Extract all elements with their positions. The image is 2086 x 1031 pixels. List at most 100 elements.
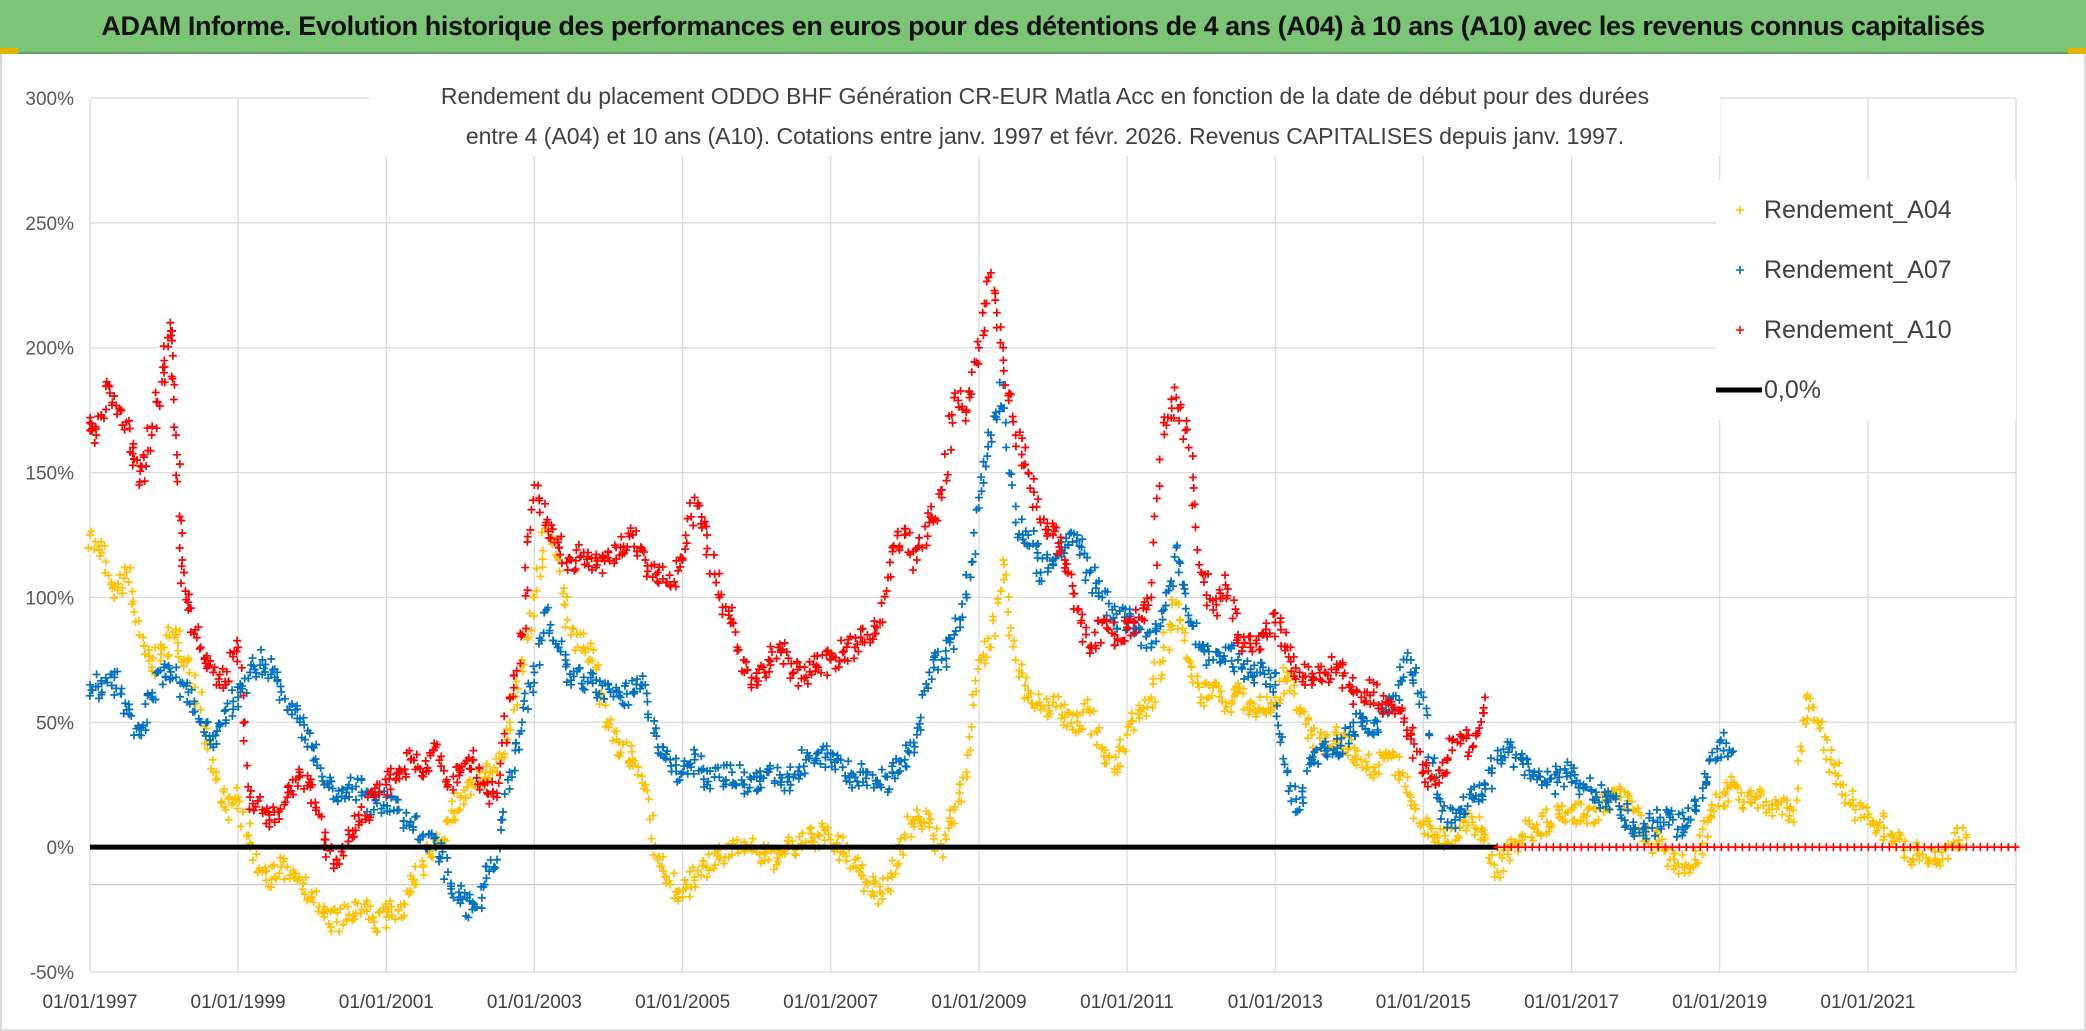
data-point-zero [1871,843,1880,852]
data-point-interp [494,779,503,788]
data-point-interp [775,640,784,649]
data-point-interp [1285,686,1294,695]
data-point-interp [965,732,974,741]
data-point-interp [1090,628,1099,637]
data-point-interp [1017,515,1026,524]
data-point [1875,818,1884,827]
data-point [493,793,502,802]
y-tick-label: 100% [25,588,74,609]
data-point-interp [1103,623,1112,632]
data-point-interp [1412,663,1421,672]
data-point-zero [1612,843,1621,852]
data-point-interp [238,684,247,693]
data-point [962,768,971,777]
data-point-interp [955,780,964,789]
data-point-interp [1395,663,1404,672]
data-point-interp [1435,766,1444,775]
data-point-interp [342,788,351,797]
data-point-interp [1413,689,1422,698]
data-point-interp [1509,762,1518,771]
data-point-interp [557,637,566,646]
data-point-interp [130,608,139,617]
data-point-interp [1532,820,1541,829]
data-point-interp [237,663,246,672]
data-point-interp [1068,537,1077,546]
data-point-interp [1408,723,1417,732]
data-point-interp [1280,760,1289,769]
data-point-interp [1230,667,1239,676]
data-point-interp [1142,711,1151,720]
data-point-interp [1290,689,1299,698]
data-point-zero [1829,843,1838,852]
data-point-interp [697,512,706,521]
data-point-interp [1346,722,1355,731]
data-point-interp [1127,709,1136,718]
data-point-interp [1679,814,1688,823]
data-point-interp [895,757,904,766]
data-point-interp [844,757,853,766]
data-point-interp [1835,759,1844,768]
data-point [1110,630,1119,639]
data-point-interp [334,786,343,795]
data-point-interp [1536,830,1545,839]
data-point-interp [796,770,805,779]
data-point-interp [1338,683,1347,692]
data-point-interp [1149,674,1158,683]
data-point-interp [339,851,348,860]
data-point-interp [1423,782,1432,791]
data-point-interp [1337,734,1346,743]
data-point-interp [188,707,197,716]
data-point [518,655,527,664]
data-point-interp [441,837,450,846]
data-point-interp [946,635,955,644]
data-point-interp [84,543,93,552]
data-point-interp [515,729,524,738]
data-point-interp [1336,741,1345,750]
data-point-interp [974,359,983,368]
data-point-interp [922,680,931,689]
data-point-interp [151,643,160,652]
data-point-interp [1120,636,1129,645]
data-point-interp [1166,625,1175,634]
data-point [653,855,662,864]
data-point-interp [1270,632,1279,641]
data-point-interp [1692,801,1701,810]
data-point-interp [1324,678,1333,687]
data-point-interp [85,691,94,700]
data-point-interp [732,781,741,790]
data-point-zero [1738,843,1747,852]
data-point-interp [1152,494,1161,503]
legend-item-zero: 0,0% [1696,370,1821,410]
legend-label-a04: Rendement_A04 [1764,195,1952,224]
data-point-interp [1287,797,1296,806]
data-point-interp [977,655,986,664]
data-point-interp [1054,692,1063,701]
data-point-interp [1062,534,1071,543]
data-point-interp [377,808,386,817]
data-point [518,718,527,727]
data-point-interp [974,665,983,674]
data-point [196,643,205,652]
data-point-interp [1870,820,1879,829]
data-point [357,905,366,914]
data-point-interp [800,769,809,778]
data-point-interp [1270,608,1279,617]
banner: ADAM Informe. Evolution historique des p… [0,0,2086,54]
data-point-interp [306,775,315,784]
data-point [357,818,366,827]
data-point [1159,643,1168,652]
data-point-interp [592,550,601,559]
data-point-interp [1130,617,1139,626]
data-point-interp [957,797,966,806]
data-point-zero [1836,843,1845,852]
data-point-interp [799,762,808,771]
data-point-interp [375,780,384,789]
data-point-interp [1301,720,1310,729]
data-point-interp [1182,425,1191,434]
data-point-interp [636,543,645,552]
data-point-interp [1411,804,1420,813]
data-point-interp [1008,481,1016,490]
data-point-interp [1674,860,1683,869]
data-point-interp [461,794,470,803]
data-point-interp [1083,553,1092,562]
